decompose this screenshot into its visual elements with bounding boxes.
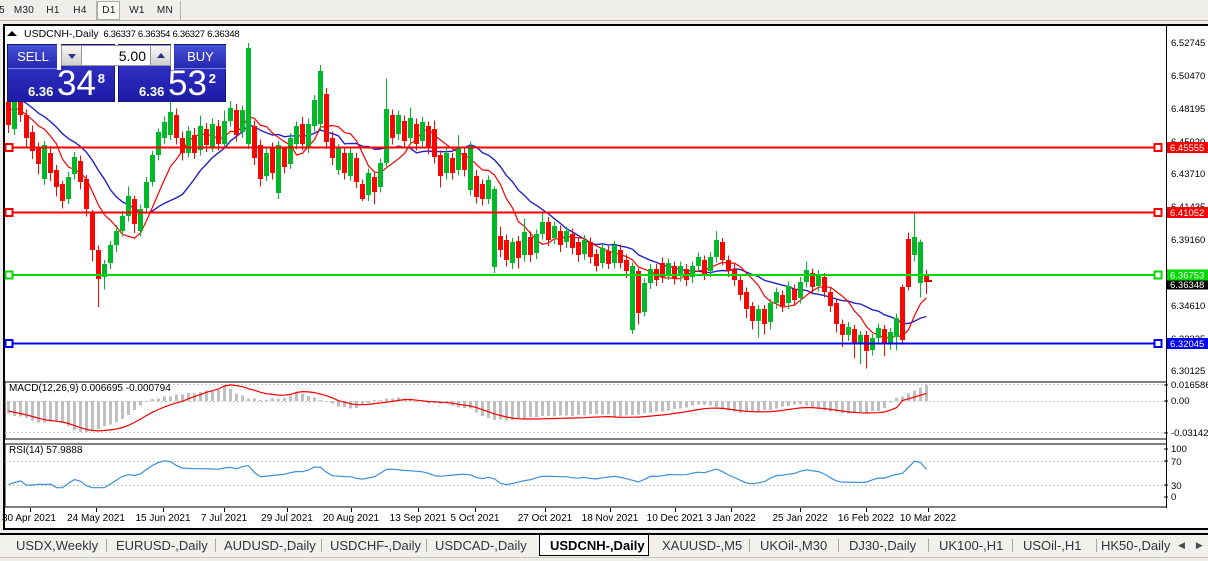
svg-text:MACD(12,26,9) 0.006695 -0.0007: MACD(12,26,9) 0.006695 -0.000794 <box>9 383 171 394</box>
svg-text:3 Jan 2022: 3 Jan 2022 <box>706 513 756 524</box>
svg-text:6.30125: 6.30125 <box>1171 366 1205 377</box>
svg-text:100: 100 <box>1171 444 1187 455</box>
svg-text:30 Apr 2021: 30 Apr 2021 <box>2 513 56 524</box>
svg-text:RSI(14) 57.9888: RSI(14) 57.9888 <box>9 445 83 456</box>
svg-text:10 Dec 2021: 10 Dec 2021 <box>647 513 704 524</box>
svg-text:10 Mar 2022: 10 Mar 2022 <box>900 513 957 524</box>
svg-text:0: 0 <box>1171 492 1176 503</box>
svg-text:7 Jul 2021: 7 Jul 2021 <box>201 513 248 524</box>
svg-text:6.36753: 6.36753 <box>1170 271 1204 282</box>
svg-text:6.39160: 6.39160 <box>1171 235 1205 246</box>
svg-text:15 Jun 2021: 15 Jun 2021 <box>135 513 190 524</box>
svg-text:6.34610: 6.34610 <box>1171 301 1205 312</box>
svg-text:29 Jul 2021: 29 Jul 2021 <box>261 513 313 524</box>
svg-text:13 Sep 2021: 13 Sep 2021 <box>390 513 447 524</box>
svg-text:24 May 2021: 24 May 2021 <box>67 513 125 524</box>
svg-text:25 Jan 2022: 25 Jan 2022 <box>772 513 827 524</box>
svg-text:5 Oct 2021: 5 Oct 2021 <box>451 513 500 524</box>
svg-text:70: 70 <box>1171 457 1182 468</box>
svg-text:6.32045: 6.32045 <box>1170 339 1204 350</box>
svg-text:6.41052: 6.41052 <box>1170 208 1204 219</box>
svg-text:6.45555: 6.45555 <box>1170 143 1204 154</box>
svg-text:6.48195: 6.48195 <box>1171 104 1205 115</box>
svg-text:6.43710: 6.43710 <box>1171 169 1205 180</box>
svg-text:-0.031421: -0.031421 <box>1171 428 1208 439</box>
svg-text:27 Oct 2021: 27 Oct 2021 <box>518 513 573 524</box>
svg-text:18 Nov 2021: 18 Nov 2021 <box>582 513 639 524</box>
svg-text:6.36348: 6.36348 <box>1170 280 1204 291</box>
svg-text:30: 30 <box>1171 481 1182 492</box>
svg-text:6.50470: 6.50470 <box>1171 71 1205 82</box>
svg-text:20 Aug 2021: 20 Aug 2021 <box>323 513 380 524</box>
svg-text:6.52745: 6.52745 <box>1171 38 1205 49</box>
svg-text:0.00: 0.00 <box>1171 396 1190 407</box>
svg-text:16 Feb 2022: 16 Feb 2022 <box>838 513 895 524</box>
svg-text:0.016586: 0.016586 <box>1171 380 1208 391</box>
